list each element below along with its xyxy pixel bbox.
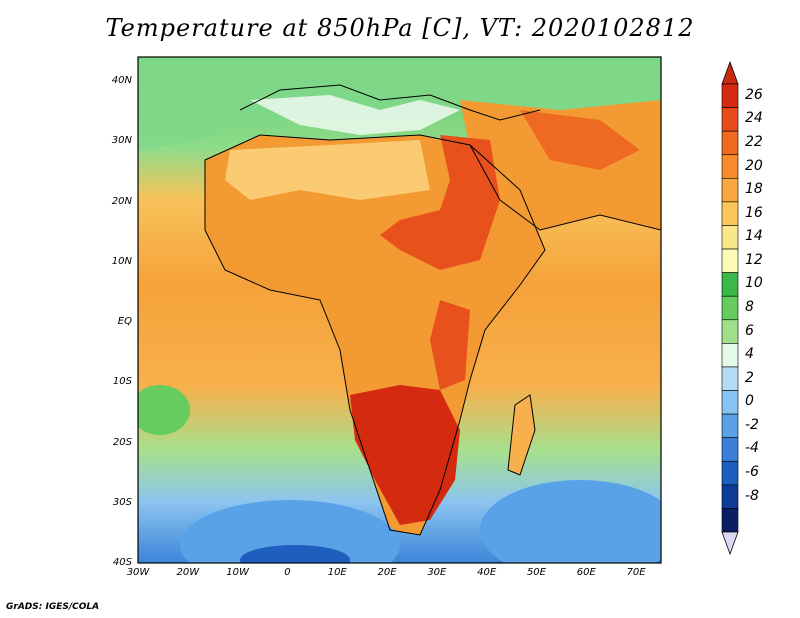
colorbar-swatch	[721, 366, 739, 391]
colorbar-label: 22	[745, 133, 763, 150]
colorbar-swatch	[721, 248, 739, 273]
colorbar-label: -8	[745, 487, 759, 504]
longitude-label: 20E	[377, 567, 397, 578]
colorbar-bottom-arrow	[721, 531, 739, 556]
map-frame	[137, 56, 662, 564]
colorbar-label: -2	[745, 416, 759, 433]
colorbar-swatch	[721, 272, 739, 297]
europe-coastline	[239, 84, 541, 121]
latitude-label: 10S	[112, 376, 132, 388]
colorbar-swatch	[721, 107, 739, 132]
colorbar-swatch	[721, 508, 739, 533]
colorbar-label: 14	[745, 228, 763, 245]
southern-africa-hot-core	[350, 385, 460, 525]
map-title: Temperature at 850hPa [C], VT: 202010281…	[105, 14, 695, 42]
madagascar-coastline	[507, 394, 536, 476]
latitude-label: 30S	[112, 496, 132, 508]
latitude-label: 20N	[111, 195, 132, 207]
colorbar-label: 10	[745, 275, 763, 292]
colorbar-top-arrow	[721, 60, 739, 85]
latitude-label: 40N	[111, 75, 132, 87]
latitude-label: EQ	[117, 316, 132, 328]
colorbar-swatch	[721, 413, 739, 438]
colorbar-swatch	[721, 225, 739, 250]
colorbar-swatch	[721, 437, 739, 462]
africa-coastline	[204, 134, 546, 536]
arabia-hot-core	[520, 110, 640, 170]
latitude-label: 20S	[112, 436, 132, 448]
colorbar-swatch	[721, 178, 739, 203]
colorbar-swatch	[721, 83, 739, 108]
colorbar-swatch	[721, 390, 739, 415]
colorbar-label: 24	[745, 110, 763, 127]
latitude-label: 40S	[112, 557, 132, 568]
colorbar-swatch	[721, 201, 739, 226]
longitude-label: 40E	[477, 567, 497, 578]
temperature-field	[138, 57, 661, 563]
colorbar-swatch	[721, 154, 739, 179]
europe-cool-area	[138, 57, 661, 150]
south-indian-cold	[480, 480, 661, 563]
colorbar-swatch	[721, 460, 739, 486]
mediterranean-area	[250, 95, 460, 135]
colorbar-label: 6	[745, 322, 754, 339]
colorbar-swatch	[721, 484, 739, 509]
longitude-label: 50E	[526, 567, 546, 578]
colorbar-label: 0	[745, 393, 754, 410]
rift-hot-core	[430, 300, 470, 390]
colorbar-label: 20	[745, 157, 763, 174]
longitude-label: 30W	[126, 567, 150, 578]
credit-text: GrADS: IGES/COLA	[6, 602, 100, 612]
sudan-hot-core	[380, 135, 500, 270]
colorbar-label: -6	[745, 464, 759, 481]
south-atlantic-cold	[180, 500, 400, 563]
colorbar-label: 4	[745, 346, 754, 363]
madagascar-area	[508, 395, 535, 475]
colorbar-label: 12	[745, 251, 763, 268]
colorbar-label: 18	[745, 181, 763, 198]
south-atlantic-coldest	[240, 545, 350, 563]
latitude-label: 30N	[111, 135, 132, 147]
colorbar-label: 8	[745, 299, 754, 315]
colorbar-label: 26	[745, 86, 763, 103]
longitude-label: 20W	[176, 567, 200, 578]
colorbar	[721, 60, 739, 556]
longitude-label: 10E	[327, 567, 347, 578]
arabia-coastline	[469, 144, 661, 231]
longitude-label: 10W	[226, 567, 249, 578]
colorbar-label: -4	[745, 440, 759, 457]
colorbar-swatch	[721, 319, 739, 344]
longitude-label: 70E	[626, 567, 646, 578]
colorbar-swatch	[721, 295, 739, 321]
colorbar-label: 2	[745, 369, 754, 386]
atlantic-cool-patch	[138, 385, 190, 435]
longitude-label: 60E	[576, 567, 596, 578]
longitude-label: 0	[284, 567, 291, 578]
longitude-label: 30E	[427, 567, 447, 578]
colorbar-label: 16	[745, 204, 763, 221]
latitude-label: 10N	[111, 255, 132, 267]
colorbar-swatch	[721, 343, 739, 368]
sahara-area	[225, 140, 430, 200]
colorbar-swatch	[721, 130, 739, 156]
